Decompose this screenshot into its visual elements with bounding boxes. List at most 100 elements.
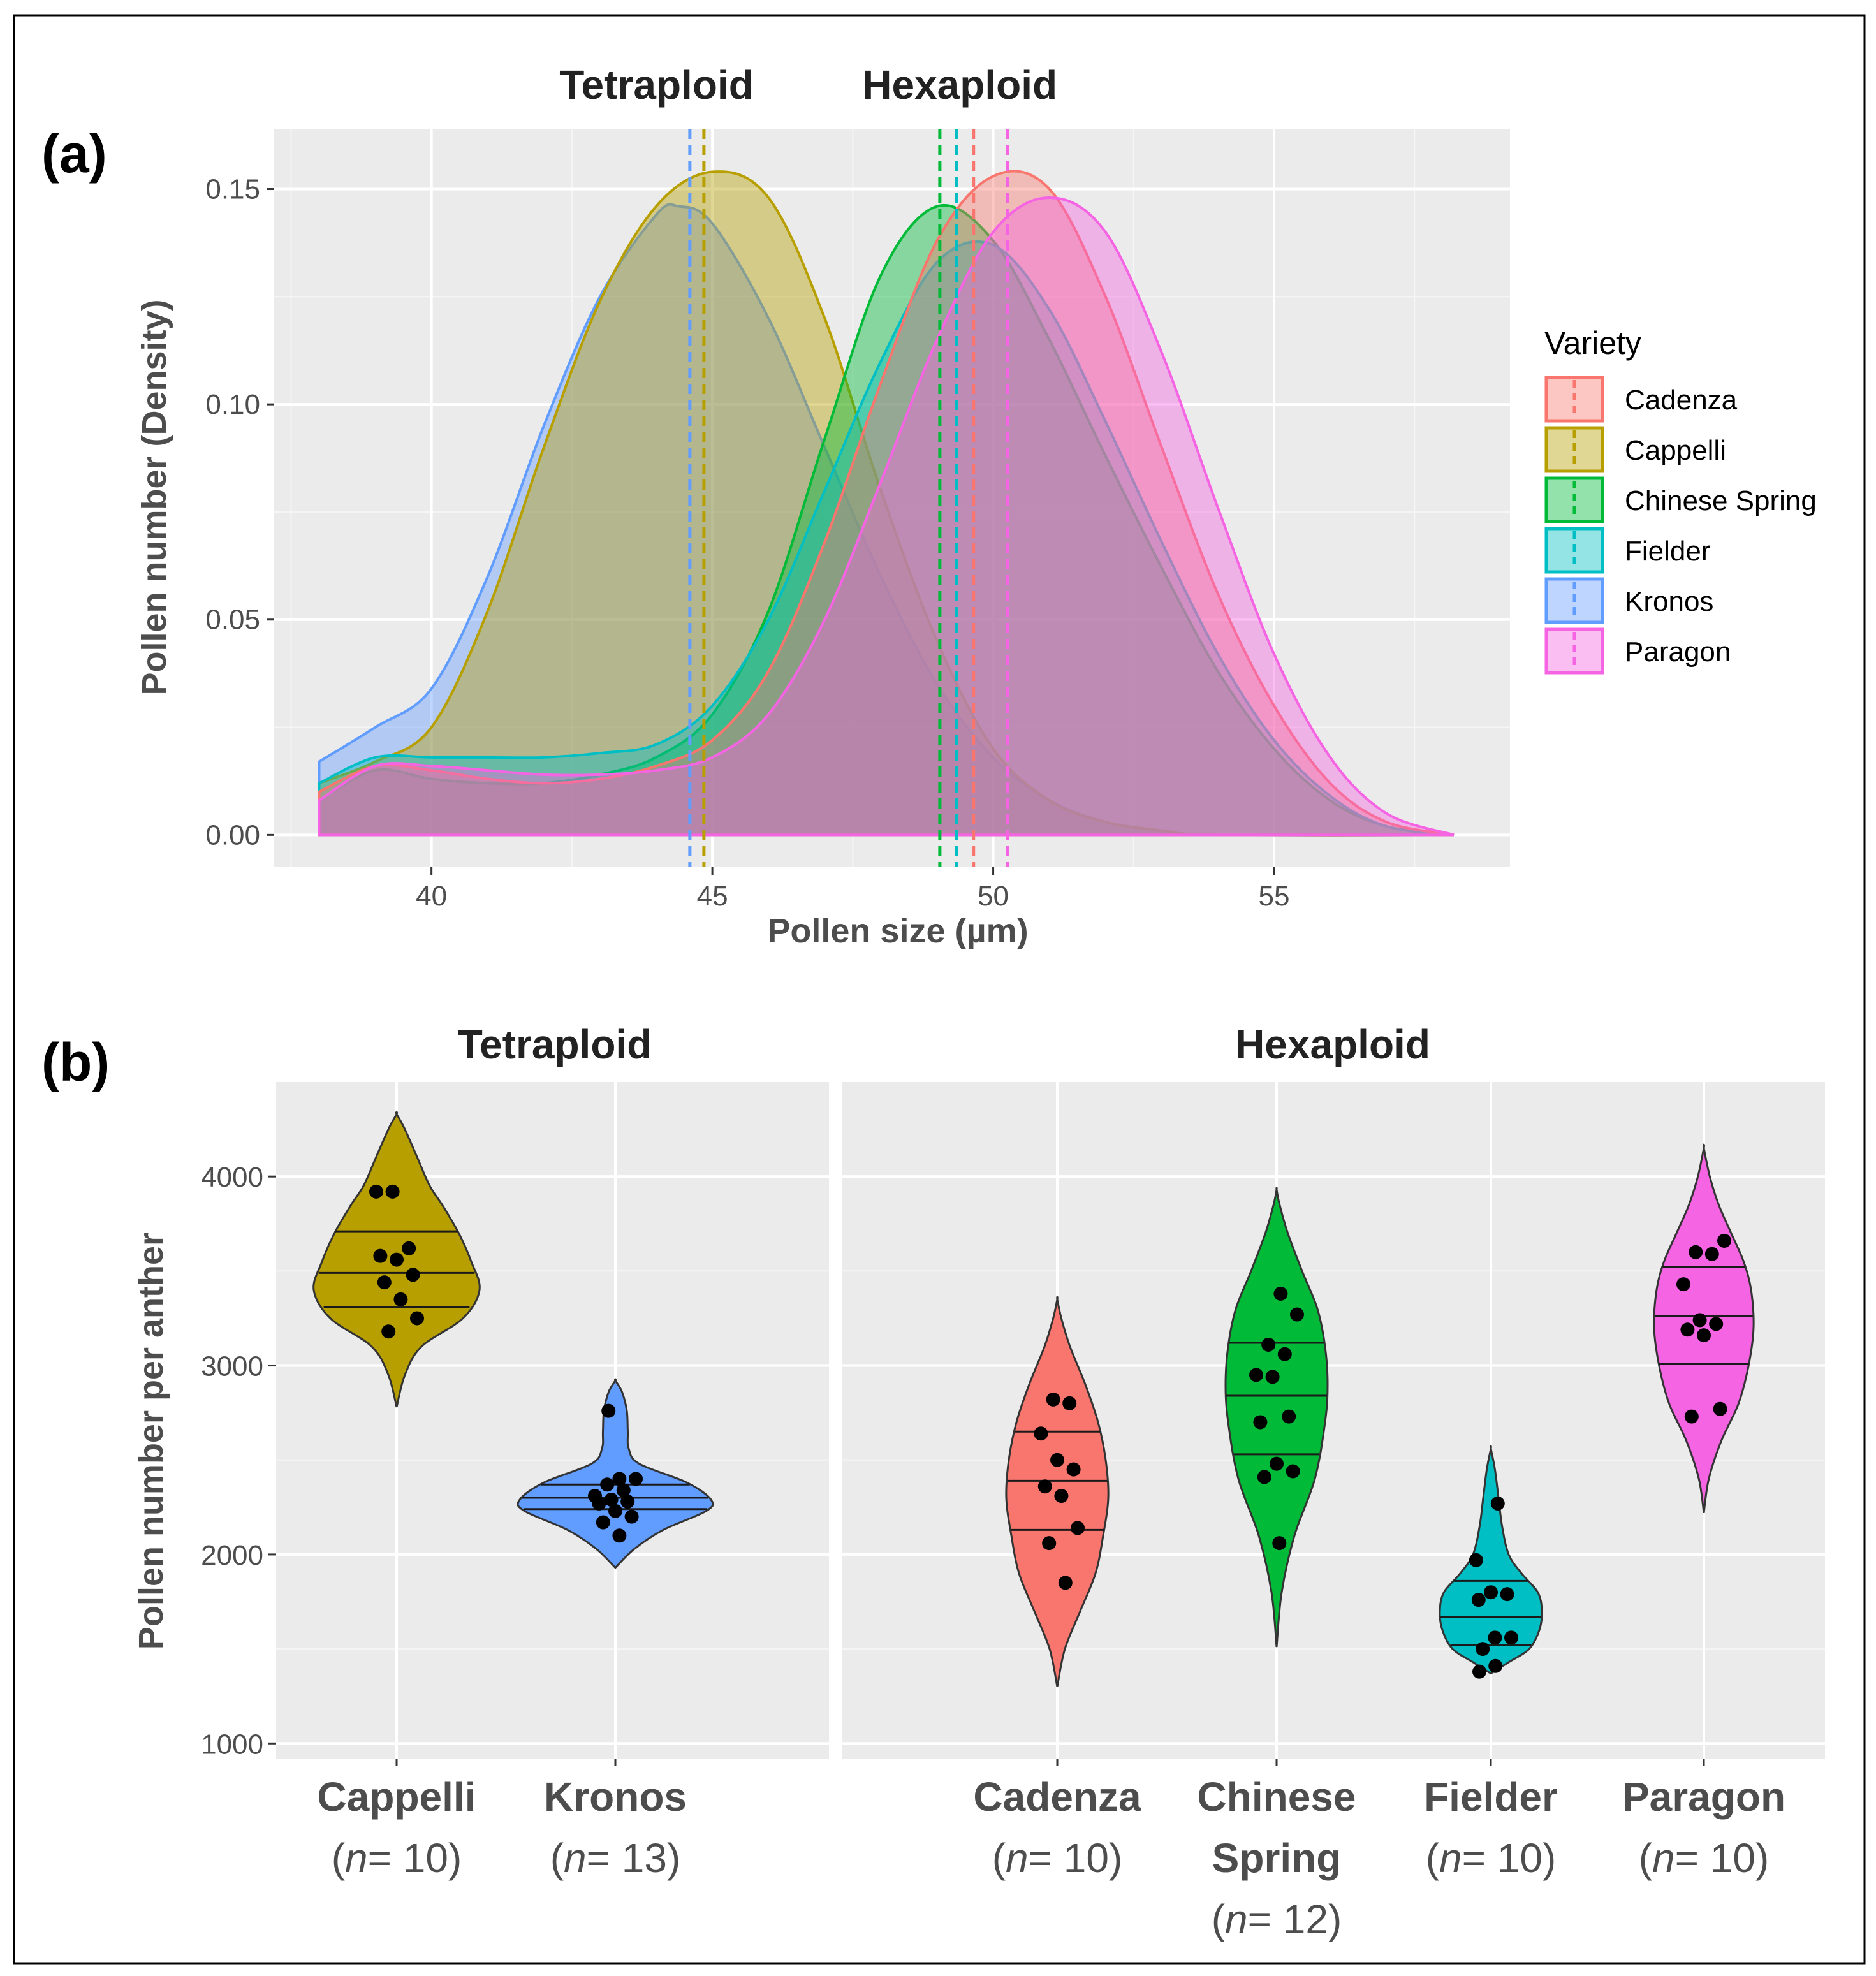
- x-category-label: Fielder: [1424, 1774, 1558, 1820]
- data-point: [1071, 1521, 1085, 1535]
- data-point: [1680, 1322, 1695, 1337]
- violin-group-chinese-spring: [1224, 1187, 1329, 1648]
- legend-label: Fielder: [1625, 536, 1711, 567]
- panel-a-y-axis-title: Pollen number (Density): [135, 299, 173, 695]
- data-point: [1270, 1456, 1284, 1471]
- x-category-label: Paragon: [1622, 1774, 1785, 1820]
- x-tick-label: 50: [978, 881, 1009, 912]
- sample-size-label: (n= 10): [1426, 1835, 1557, 1881]
- sample-size-label: (n= 10): [992, 1835, 1123, 1881]
- violin-chinese-spring: [1224, 1187, 1329, 1648]
- data-point: [402, 1241, 416, 1255]
- data-point: [1058, 1576, 1073, 1590]
- data-point: [1713, 1401, 1727, 1416]
- x-tick-label: 45: [697, 881, 728, 912]
- data-point: [390, 1252, 404, 1267]
- data-point: [1500, 1587, 1514, 1602]
- data-point: [1257, 1470, 1271, 1484]
- legend-label: Cadenza: [1625, 384, 1738, 416]
- data-point: [1272, 1536, 1287, 1551]
- data-point: [1704, 1247, 1719, 1261]
- data-point: [1277, 1347, 1292, 1361]
- data-point: [1472, 1664, 1486, 1679]
- data-point: [592, 1496, 606, 1511]
- data-point: [1684, 1409, 1699, 1424]
- data-point: [393, 1292, 408, 1306]
- violin-group-kronos: [517, 1378, 714, 1569]
- panel-b: (b) Tetraploid Cappelli (n= 10) Kronos (n= 1…: [41, 1021, 1825, 1942]
- panel-a-label: (a): [41, 124, 107, 184]
- legend-title: Variety: [1544, 325, 1641, 361]
- data-point: [1037, 1479, 1052, 1494]
- sample-size-label: (n= 13): [550, 1835, 681, 1881]
- data-point: [1042, 1536, 1057, 1551]
- legend-item-cadenza: Cadenza: [1544, 376, 1738, 423]
- group-label-hexaploid: Hexaploid: [862, 62, 1057, 108]
- data-point: [612, 1472, 627, 1486]
- x-tick-label: 55: [1259, 881, 1290, 912]
- data-point: [1717, 1233, 1731, 1248]
- data-point: [629, 1472, 643, 1486]
- facet-hexaploid: Hexaploid Cadenza (n= 10) Chinese Spring (n= …: [842, 1021, 1825, 1942]
- legend-label: Cappelli: [1625, 435, 1726, 466]
- data-point: [596, 1515, 610, 1530]
- y-tick-label: 0.00: [205, 819, 260, 851]
- x-category-label: Kronos: [544, 1774, 687, 1820]
- panel-b-label: (b): [41, 1032, 110, 1092]
- legend-item-chinese-spring: Chinese Spring: [1544, 476, 1817, 523]
- data-point: [1469, 1553, 1483, 1567]
- data-point: [1697, 1328, 1711, 1343]
- legend-item-kronos: Kronos: [1544, 577, 1713, 624]
- panel-a-group-labels: Tetraploid Hexaploid: [559, 62, 1057, 108]
- violin-group-cappelli: [312, 1111, 481, 1408]
- data-point: [1034, 1426, 1048, 1441]
- panel-b-facets: Tetraploid Cappelli (n= 10) Kronos (n= 13) 10…: [201, 1021, 1825, 1942]
- data-point: [612, 1528, 627, 1543]
- density-area-paragon: [318, 196, 1455, 837]
- data-point: [1488, 1658, 1503, 1673]
- x-tick-label: 40: [416, 881, 447, 912]
- density-area-cappelli: [318, 170, 1454, 837]
- sample-size-label: (n= 10): [332, 1835, 462, 1881]
- data-point: [406, 1268, 420, 1282]
- facet-background: [276, 1082, 829, 1759]
- data-point: [1050, 1453, 1064, 1467]
- data-point: [1490, 1496, 1505, 1511]
- data-point: [604, 1492, 619, 1507]
- facet-title: Tetraploid: [458, 1021, 652, 1067]
- legend-label: Kronos: [1625, 586, 1713, 617]
- data-point: [1265, 1370, 1280, 1384]
- data-point: [1689, 1245, 1703, 1259]
- panel-a-x-axis-title: Pollen size (µm): [767, 912, 1028, 950]
- panel-a-axes: 40 45 50 55 0.00 0.05 0.10 0.15: [205, 174, 1289, 912]
- data-point: [620, 1494, 635, 1509]
- data-point: [385, 1184, 400, 1199]
- y-tick-label: 4000: [201, 1162, 263, 1193]
- y-tick-label: 1000: [201, 1729, 263, 1760]
- legend-swatch: [1544, 476, 1604, 523]
- data-point: [1253, 1415, 1268, 1430]
- data-point: [1282, 1409, 1296, 1424]
- y-tick-label: 2000: [201, 1540, 263, 1571]
- legend-label: Paragon: [1625, 636, 1731, 668]
- data-point: [600, 1477, 615, 1492]
- sample-size-label: (n= 10): [1639, 1835, 1770, 1881]
- data-point: [601, 1403, 616, 1418]
- panel-a-density-curves: [318, 170, 1455, 837]
- data-point: [1676, 1277, 1690, 1292]
- data-point: [373, 1248, 388, 1263]
- data-point: [1471, 1593, 1486, 1607]
- data-point: [1046, 1392, 1060, 1407]
- panel-a-mean-lines: [688, 129, 1009, 867]
- y-tick-label: 0.15: [205, 174, 260, 205]
- data-point: [377, 1275, 392, 1290]
- data-point: [369, 1184, 383, 1199]
- data-point: [616, 1483, 631, 1498]
- data-point: [381, 1324, 396, 1339]
- facet-tetraploid: Tetraploid Cappelli (n= 10) Kronos (n= 13) 10…: [201, 1021, 829, 1881]
- data-point: [1290, 1307, 1304, 1322]
- sample-size-label: (n= 12): [1212, 1896, 1342, 1942]
- facet-title: Hexaploid: [1235, 1021, 1430, 1067]
- data-point: [1692, 1313, 1707, 1328]
